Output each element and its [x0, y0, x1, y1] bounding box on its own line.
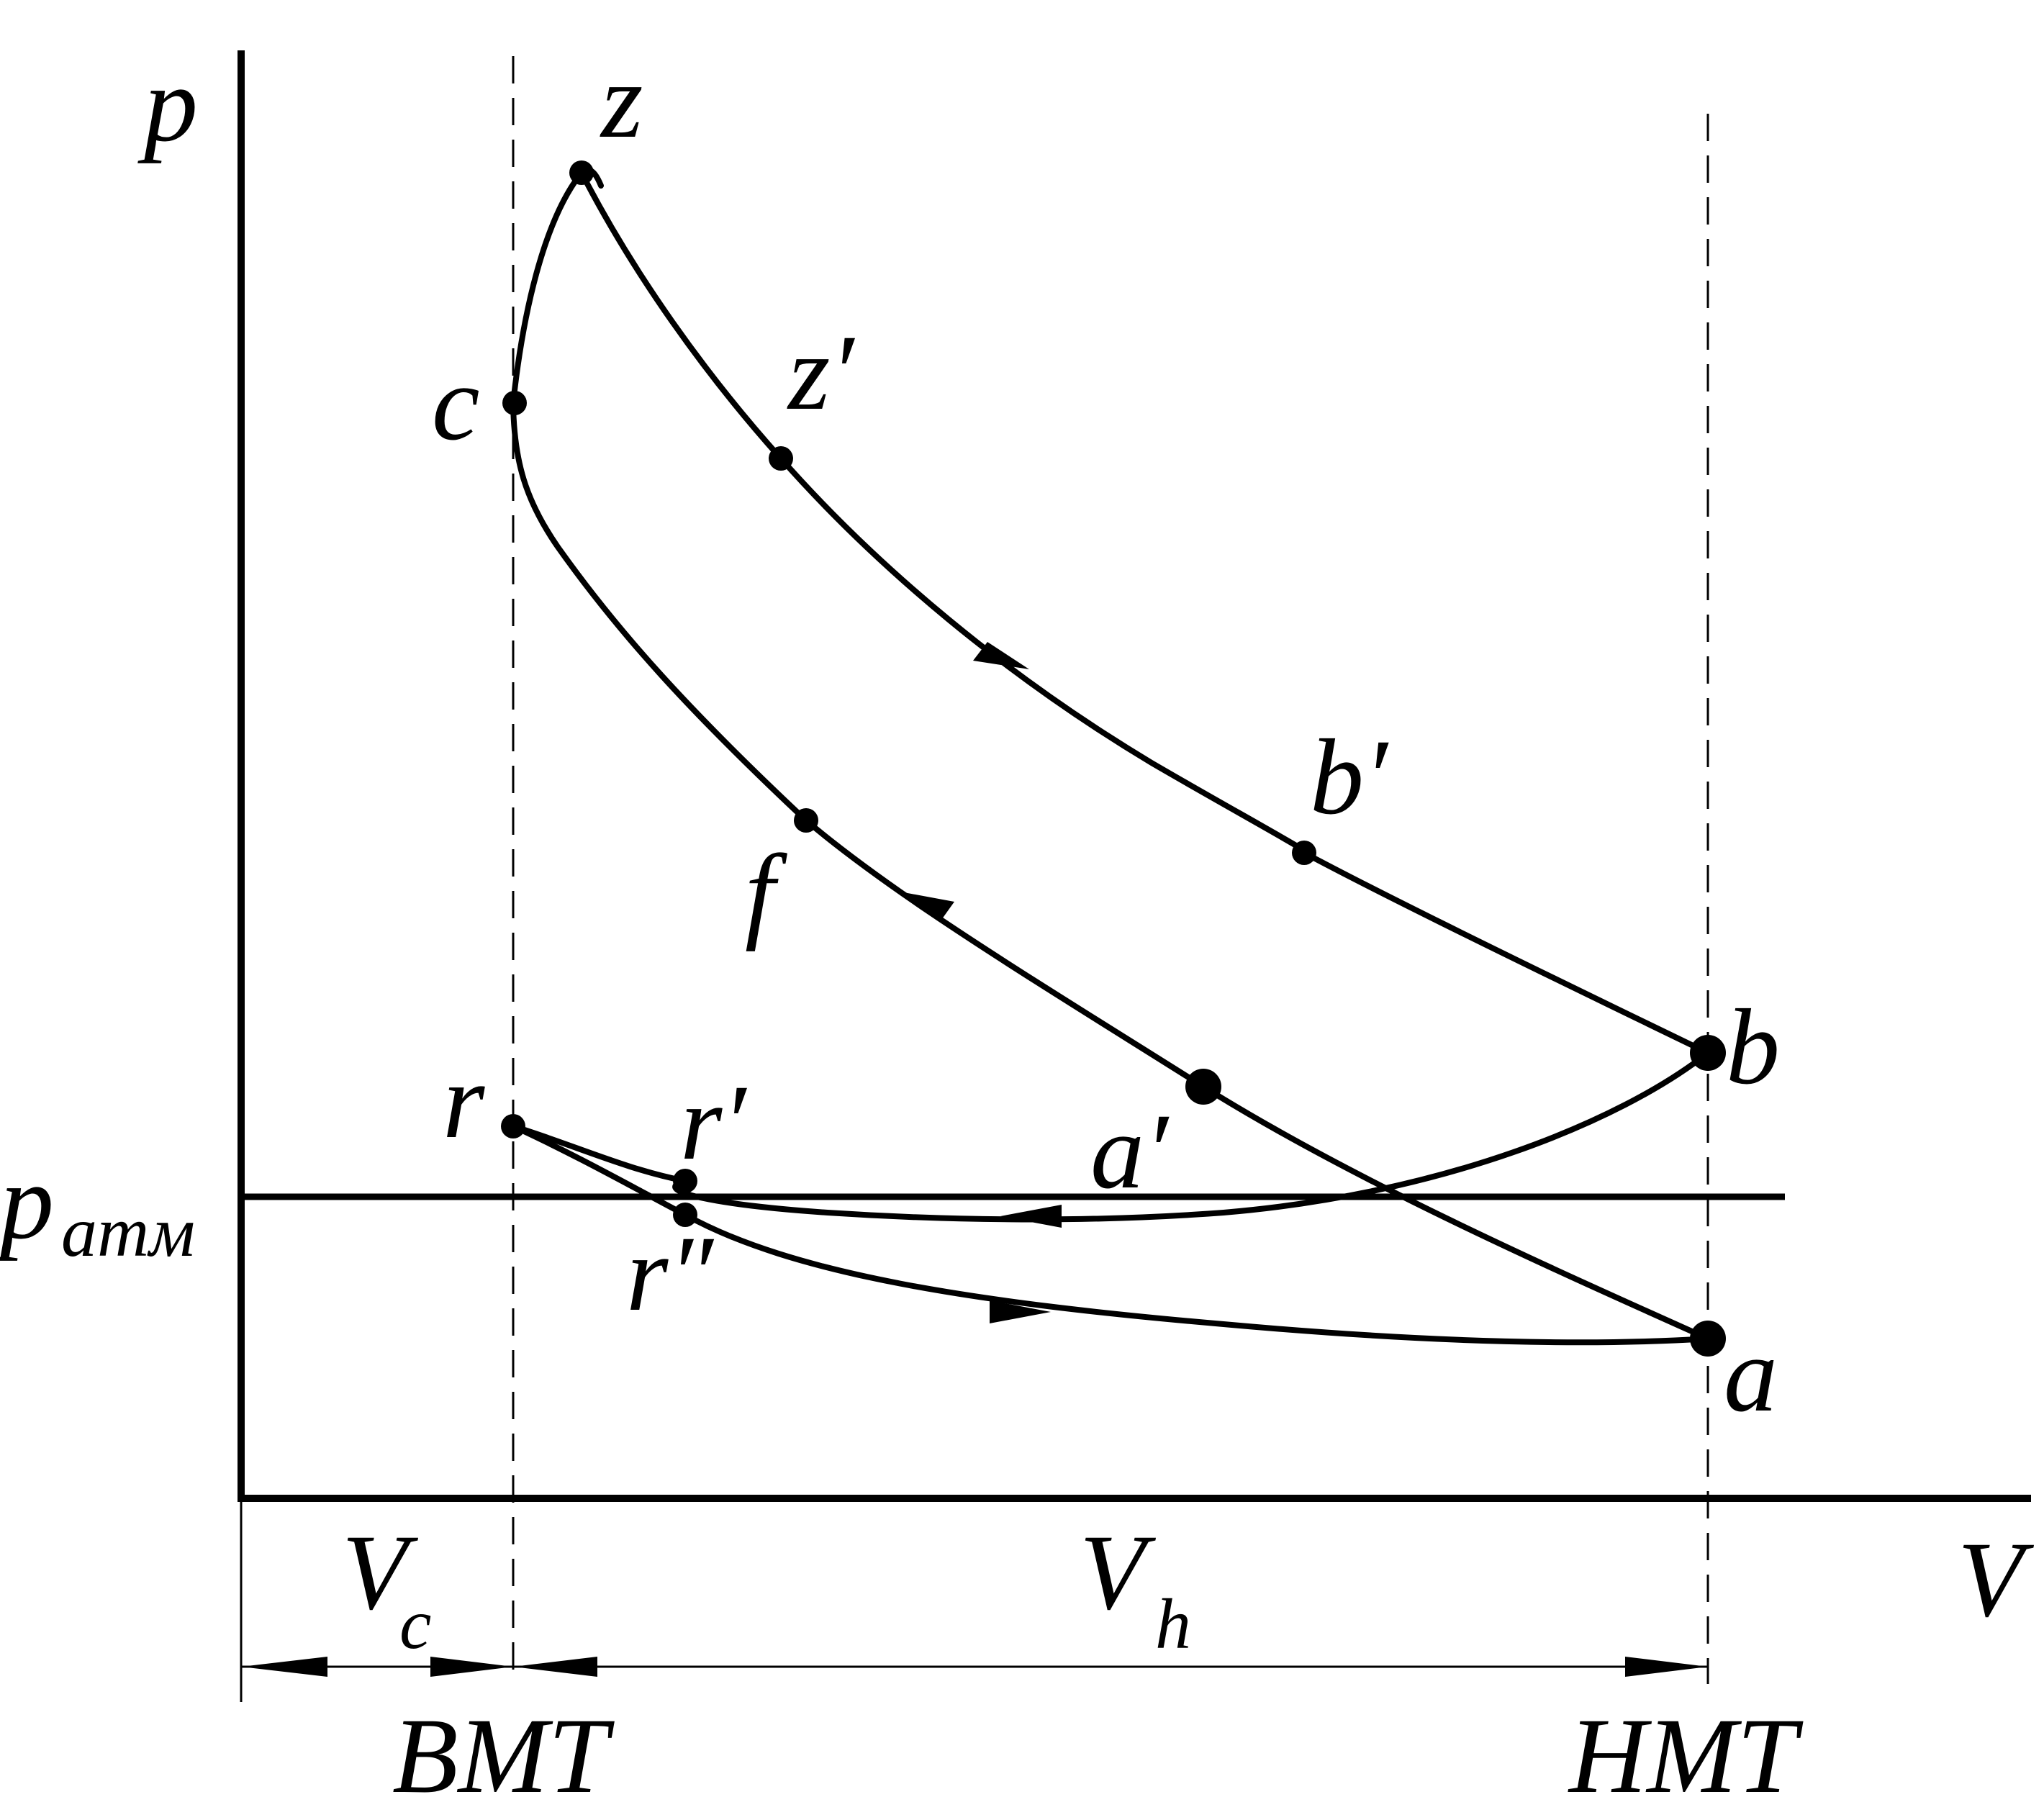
- expansion-direction-arrow: [973, 642, 1029, 669]
- point-r-label: r: [443, 1041, 485, 1161]
- displacement-volume-subscript: h: [1155, 1584, 1191, 1664]
- volume-axis-label: V: [1958, 1520, 2035, 1639]
- exhaust-direction-arrow: [1000, 1205, 1062, 1228]
- clearance-volume-subscript: c: [399, 1584, 431, 1664]
- compression-direction-arrow: [896, 891, 954, 922]
- point-b-marker: [1690, 1035, 1726, 1071]
- point-b-label: b: [1726, 987, 1780, 1107]
- dim-arrow-vc-left: [241, 1657, 327, 1677]
- intake-direction-arrow: [990, 1300, 1051, 1323]
- top-dead-center-label: ВМТ: [392, 1696, 615, 1816]
- point-z-prime-label: z′: [787, 313, 855, 433]
- pressure-axis-label: p: [137, 45, 198, 164]
- dim-arrow-vh-left: [513, 1657, 597, 1677]
- bottom-dead-center-label: НМТ: [1568, 1696, 1804, 1816]
- point-b-prime-label: b′: [1310, 717, 1389, 837]
- dim-arrow-vh-right: [1625, 1657, 1708, 1677]
- point-c-label: c: [432, 343, 480, 463]
- clearance-volume-label: V: [342, 1513, 419, 1632]
- point-f-label: f: [745, 833, 787, 952]
- point-r-prime-label: r′: [680, 1063, 747, 1182]
- compression-curve: [510, 400, 1711, 1341]
- point-r-marker: [501, 1114, 525, 1138]
- displacement-volume-label: V: [1080, 1513, 1157, 1632]
- atm-pressure-label: p: [0, 1142, 54, 1262]
- point-r-double-prime-label: r″: [626, 1214, 714, 1334]
- point-z-label: z: [600, 41, 643, 160]
- point-b-prime-marker: [1292, 841, 1316, 865]
- point-a-prime-marker: [1185, 1069, 1221, 1105]
- point-r-double-prime-marker: [673, 1203, 697, 1227]
- point-z-prime-marker: [769, 446, 793, 471]
- point-c-marker: [502, 391, 527, 415]
- exhaust-curve: [510, 1050, 1711, 1223]
- combustion-curve: [510, 167, 604, 406]
- atm-pressure-subscript: атм: [61, 1192, 195, 1272]
- intake-curve: [510, 1123, 1711, 1346]
- point-f-marker: [794, 808, 818, 833]
- point-a-marker: [1690, 1321, 1726, 1357]
- dim-arrow-vc-right: [430, 1657, 513, 1677]
- point-a-label: a: [1724, 1315, 1778, 1434]
- point-a-prime-label: a′: [1090, 1092, 1170, 1211]
- point-r-prime-marker: [673, 1169, 697, 1193]
- expansion-curve: [579, 170, 1711, 1056]
- point-z-marker: [569, 160, 594, 185]
